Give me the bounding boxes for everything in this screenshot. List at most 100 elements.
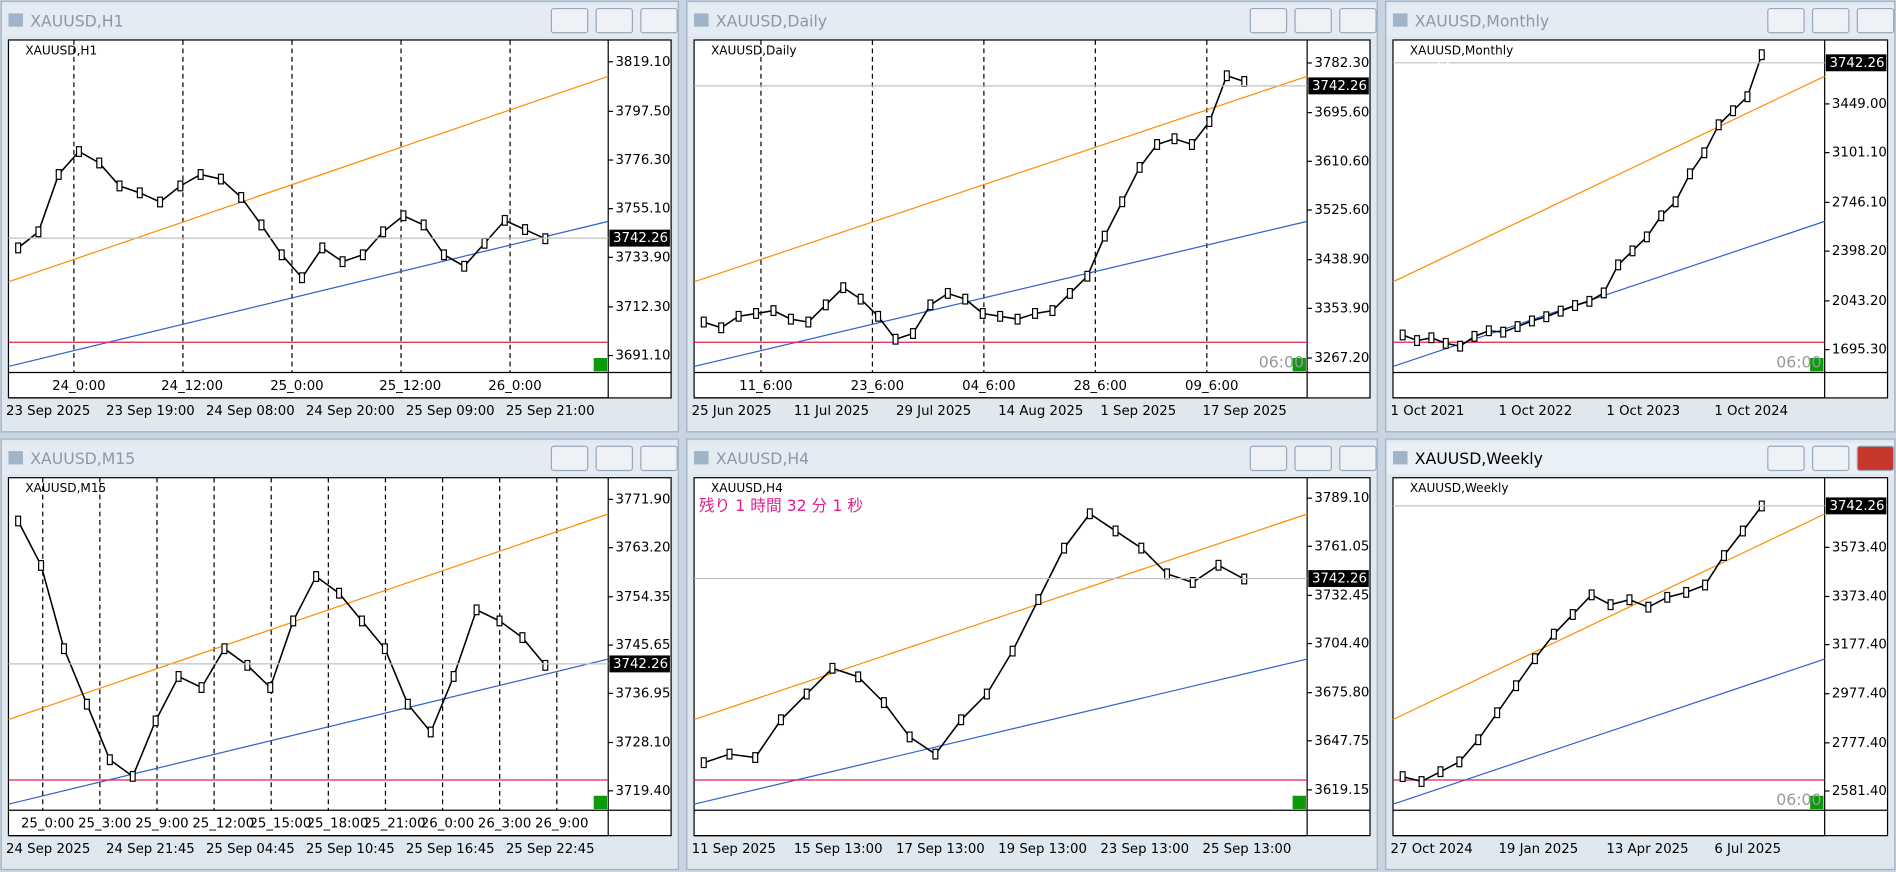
window-icon <box>694 451 709 465</box>
y-tick-label: 3449.00 <box>1832 97 1887 112</box>
candle <box>359 249 366 261</box>
close-button[interactable] <box>1339 7 1377 34</box>
close-button[interactable] <box>640 7 678 34</box>
period-label: 25_9:00 <box>135 817 188 832</box>
candle <box>96 157 103 169</box>
candle <box>15 515 22 527</box>
period-label: 26_3:00 <box>478 817 531 832</box>
candle <box>1086 508 1093 520</box>
candle <box>1428 332 1435 344</box>
candle <box>381 643 388 655</box>
remaining-time: 残り 1 時間 32 分 1 秒 <box>699 496 863 515</box>
candle <box>198 682 205 693</box>
y-tick-label: 3525.60 <box>1314 203 1369 218</box>
maximize-button[interactable] <box>1811 7 1850 34</box>
bar-countdown: 06:00 <box>1776 352 1821 371</box>
price-line <box>1402 505 1763 783</box>
maximize-button[interactable] <box>595 7 634 34</box>
current-price: 3742.26 <box>1312 79 1367 94</box>
candle <box>770 305 777 317</box>
current-price: 3742.26 <box>1829 56 1884 71</box>
candle <box>927 299 934 311</box>
candle <box>752 752 759 763</box>
status-indicator <box>1810 358 1824 372</box>
price-line <box>703 512 1245 764</box>
price-marker <box>1825 54 1887 72</box>
minimize-button[interactable] <box>1249 7 1288 34</box>
maximize-button[interactable] <box>595 445 634 472</box>
candle <box>106 754 113 766</box>
candle <box>1683 586 1690 598</box>
y-tick-label: 3619.15 <box>1314 783 1369 798</box>
y-tick-label: 3755.10 <box>615 202 670 217</box>
candle <box>1138 542 1145 554</box>
y-tick-label: 3712.30 <box>615 300 670 315</box>
candle <box>700 757 707 769</box>
period-label: 25_0:00 <box>270 379 323 394</box>
candle <box>777 714 784 726</box>
minimize-button[interactable] <box>550 7 589 34</box>
candle <box>1035 594 1042 606</box>
candle <box>803 688 810 700</box>
candle <box>75 146 82 157</box>
candle <box>116 180 123 192</box>
candle <box>1626 594 1633 606</box>
y-tick-label: 3647.75 <box>1314 734 1369 749</box>
price-marker <box>1825 497 1887 515</box>
candle <box>1399 771 1406 783</box>
period-label: 25_3:00 <box>78 817 131 832</box>
candle <box>1494 707 1501 719</box>
candle <box>1643 231 1650 243</box>
price-marker <box>1308 570 1369 588</box>
candle <box>420 219 427 231</box>
current-price: 3742.26 <box>1829 499 1884 514</box>
candle <box>1442 337 1449 349</box>
close-button[interactable] <box>640 445 678 472</box>
candle <box>336 587 343 599</box>
candle <box>258 219 265 231</box>
candle <box>1456 756 1463 768</box>
y-tick-label: 3736.95 <box>615 686 670 701</box>
y-tick-label: 3704.40 <box>1314 637 1369 652</box>
minimize-button[interactable] <box>1767 445 1805 472</box>
candle <box>481 237 488 249</box>
trend-line <box>8 513 609 721</box>
period-label: 26_0:00 <box>421 817 474 832</box>
candle <box>473 604 480 616</box>
minimize-button[interactable] <box>1767 7 1805 34</box>
candle <box>35 226 42 238</box>
candle <box>1009 645 1016 657</box>
candle <box>380 226 387 238</box>
chart-window: XAUUSD,H4 3789.10 3761.05 3732.45 3704.40 367… <box>686 438 1378 871</box>
candle <box>909 328 916 339</box>
maximize-button[interactable] <box>1294 445 1332 472</box>
close-button[interactable] <box>1856 445 1895 472</box>
candle <box>1084 270 1091 282</box>
y-tick-label: 2777.40 <box>1832 736 1887 751</box>
minimize-button[interactable] <box>550 445 589 472</box>
maximize-button[interactable] <box>1811 445 1850 472</box>
candle <box>1607 599 1614 611</box>
candle <box>1437 766 1444 778</box>
close-button[interactable] <box>1856 7 1895 34</box>
x-date-label: 14 Aug 2025 <box>998 404 1083 419</box>
x-date-label: 25 Sep 21:00 <box>506 404 595 419</box>
candle <box>519 632 526 644</box>
candle <box>1664 591 1671 603</box>
y-tick-label: 3771.90 <box>615 492 670 507</box>
period-label: 24_0:00 <box>52 379 105 394</box>
candle <box>944 287 951 299</box>
y-tick-label: 3438.90 <box>1314 253 1369 268</box>
candle <box>38 559 45 571</box>
candle <box>238 191 245 203</box>
current-price: 3742.26 <box>613 657 668 672</box>
y-tick-label: 3761.05 <box>1314 539 1369 554</box>
window-icon <box>694 13 709 27</box>
candle <box>1513 680 1520 692</box>
x-date-label: 11 Jul 2025 <box>794 404 869 419</box>
candle <box>1171 133 1178 145</box>
maximize-button[interactable] <box>1294 7 1332 34</box>
close-button[interactable] <box>1339 445 1377 472</box>
candle <box>753 308 760 319</box>
minimize-button[interactable] <box>1249 445 1288 472</box>
